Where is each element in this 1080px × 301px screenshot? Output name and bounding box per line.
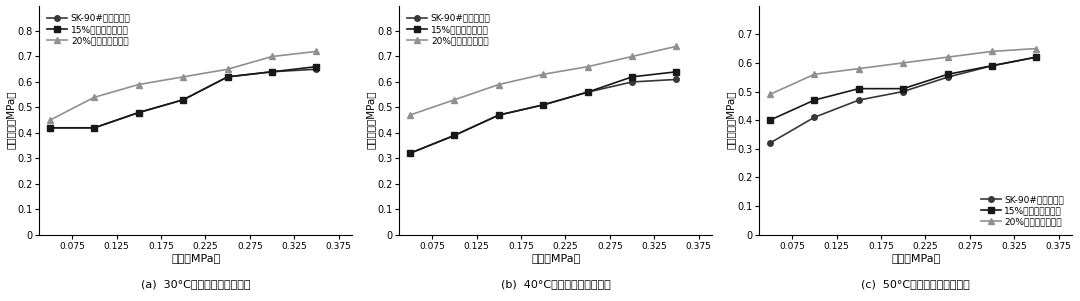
Line: 15%橡胶氥青混合料: 15%橡胶氥青混合料 [767, 54, 1039, 123]
Line: 20%橡胶氥青混合料: 20%橡胶氥青混合料 [48, 49, 320, 123]
SK-90#氥青混合料 [896, 90, 909, 93]
Legend: SK-90#氥青混合料, 15%橡胶氥青混合料, 20%橡胶氥青混合料: SK-90#氥青混合料, 15%橡胶氥青混合料, 20%橡胶氥青混合料 [404, 10, 495, 49]
15%橡胶氥青混合料 [764, 118, 777, 122]
20%橡胶氥青混合料 [177, 75, 190, 79]
X-axis label: 应力（MPa）: 应力（MPa） [531, 253, 580, 263]
Line: SK-90#氥青混合料: SK-90#氥青混合料 [407, 77, 679, 156]
Y-axis label: 回弹模量（MPa）: 回弹模量（MPa） [365, 91, 376, 149]
X-axis label: 应力（MPa）: 应力（MPa） [891, 253, 941, 263]
SK-90#氥青混合料 [177, 98, 190, 102]
SK-90#氥青混合料 [986, 64, 999, 67]
SK-90#氥青混合料 [625, 80, 638, 84]
20%橡胶氥青混合料 [941, 55, 954, 59]
15%橡胶氥青混合料 [896, 87, 909, 91]
15%橡胶氥青混合料 [852, 87, 865, 91]
15%橡胶氥青混合料 [448, 134, 461, 137]
20%橡胶氥青混合料 [625, 55, 638, 58]
20%橡胶氥青混合料 [221, 67, 234, 71]
20%橡胶氥青混合料 [581, 65, 594, 69]
20%橡胶氥青混合料 [492, 83, 505, 86]
15%橡胶氥青混合料 [87, 126, 100, 130]
20%橡胶氥青混合料 [537, 73, 550, 76]
15%橡胶氥青混合料 [670, 70, 683, 73]
15%橡胶氥青混合料 [492, 113, 505, 117]
15%橡胶氥青混合料 [986, 64, 999, 67]
SK-90#氥青混合料 [808, 116, 821, 119]
Legend: SK-90#氥青混合料, 15%橡胶氥青混合料, 20%橡胶氥青混合料: SK-90#氥青混合料, 15%橡胶氥青混合料, 20%橡胶氥青混合料 [977, 191, 1067, 230]
15%橡胶氥青混合料 [43, 126, 56, 130]
Legend: SK-90#氥青混合料, 15%橡胶氥青混合料, 20%橡胶氥青混合料: SK-90#氥青混合料, 15%橡胶氥青混合料, 20%橡胶氥青混合料 [44, 10, 134, 49]
SK-90#氥青混合料 [310, 67, 323, 71]
SK-90#氥青混合料 [764, 141, 777, 145]
SK-90#氥青混合料 [404, 151, 417, 155]
SK-90#氥青混合料 [581, 90, 594, 94]
SK-90#氥青混合料 [221, 75, 234, 79]
15%橡胶氥青混合料 [132, 111, 145, 114]
20%橡胶氥青混合料 [896, 61, 909, 65]
Text: (b)  40°C氥青混合料静态模量: (b) 40°C氥青混合料静态模量 [501, 279, 610, 289]
Line: 20%橡胶氥青混合料: 20%橡胶氥青混合料 [407, 44, 679, 118]
15%橡胶氥青混合料 [625, 75, 638, 79]
15%橡胶氥青混合料 [537, 103, 550, 107]
Line: SK-90#氥青混合料: SK-90#氥青混合料 [48, 67, 320, 131]
20%橡胶氥青混合料 [808, 73, 821, 76]
15%橡胶氥青混合料 [581, 90, 594, 94]
15%橡胶氥青混合料 [221, 75, 234, 79]
15%橡胶氥青混合料 [266, 70, 279, 73]
Line: 20%橡胶氥青混合料: 20%橡胶氥青混合料 [767, 46, 1039, 97]
15%橡胶氥青混合料 [404, 151, 417, 155]
20%橡胶氥青混合料 [43, 118, 56, 122]
Line: 15%橡胶氥青混合料: 15%橡胶氥青混合料 [407, 69, 679, 156]
SK-90#氥青混合料 [537, 103, 550, 107]
20%橡胶氥青混合料 [310, 50, 323, 53]
20%橡胶氥青混合料 [764, 93, 777, 96]
Line: SK-90#氥青混合料: SK-90#氥青混合料 [767, 54, 1039, 146]
15%橡胶氥青混合料 [808, 98, 821, 102]
SK-90#氥青混合料 [852, 98, 865, 102]
15%橡胶氥青混合料 [1030, 55, 1043, 59]
15%橡胶氥青混合料 [310, 65, 323, 69]
Y-axis label: 回弹模量（MPa）: 回弹模量（MPa） [726, 91, 735, 149]
20%橡胶氥青混合料 [448, 98, 461, 102]
SK-90#氥青混合料 [670, 78, 683, 81]
15%橡胶氥青混合料 [177, 98, 190, 102]
20%橡胶氥青混合料 [1030, 47, 1043, 50]
20%橡胶氥青混合料 [266, 55, 279, 58]
20%橡胶氥青混合料 [132, 83, 145, 86]
SK-90#氥青混合料 [43, 126, 56, 130]
SK-90#氥青混合料 [132, 111, 145, 114]
SK-90#氥青混合料 [492, 113, 505, 117]
SK-90#氥青混合料 [448, 134, 461, 137]
SK-90#氥青混合料 [87, 126, 100, 130]
15%橡胶氥青混合料 [941, 73, 954, 76]
20%橡胶氥青混合料 [87, 95, 100, 99]
Line: 15%橡胶氥青混合料: 15%橡胶氥青混合料 [48, 64, 320, 131]
SK-90#氥青混合料 [1030, 55, 1043, 59]
20%橡胶氥青混合料 [404, 113, 417, 117]
Text: (c)  50°C氥青混合料静态模量: (c) 50°C氥青混合料静态模量 [861, 279, 970, 289]
20%橡胶氥青混合料 [670, 45, 683, 48]
X-axis label: 应力（MPa）: 应力（MPa） [171, 253, 220, 263]
Text: (a)  30°C氥青混合料静态模量: (a) 30°C氥青混合料静态模量 [140, 279, 251, 289]
Y-axis label: 回弹模量（MPa）: 回弹模量（MPa） [5, 91, 15, 149]
20%橡胶氥青混合料 [852, 67, 865, 70]
20%橡胶氥青混合料 [986, 50, 999, 53]
SK-90#氥青混合料 [941, 75, 954, 79]
SK-90#氥青混合料 [266, 70, 279, 73]
